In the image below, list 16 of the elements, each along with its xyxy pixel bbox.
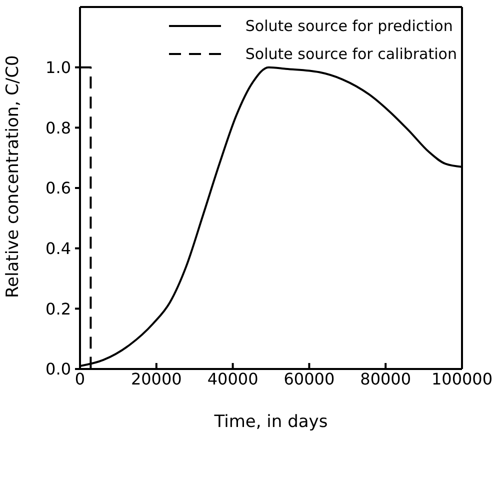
y-tick-label: 0.4: [46, 239, 71, 258]
x-tick-label: 60000: [284, 369, 335, 388]
x-axis-title: Time, in days: [213, 412, 328, 432]
legend-label: Solute source for prediction: [245, 17, 453, 35]
x-tick-label: 20000: [130, 369, 182, 388]
legend-label: Solute source for calibration: [245, 45, 457, 63]
y-tick-label: 0.0: [46, 360, 71, 379]
x-tick-label: 100000: [431, 369, 493, 388]
y-axis-title: Relative concentration, C/C0: [3, 55, 24, 298]
y-tick-label: 0.6: [46, 178, 71, 198]
y-tick-label: 0.2: [46, 299, 71, 318]
x-tick-label: 80000: [360, 369, 412, 388]
x-tick-label: 0: [74, 369, 86, 388]
y-tick-label: 0.8: [46, 118, 71, 138]
x-tick-label: 40000: [207, 369, 258, 388]
y-tick-label: 1.0: [46, 58, 71, 78]
